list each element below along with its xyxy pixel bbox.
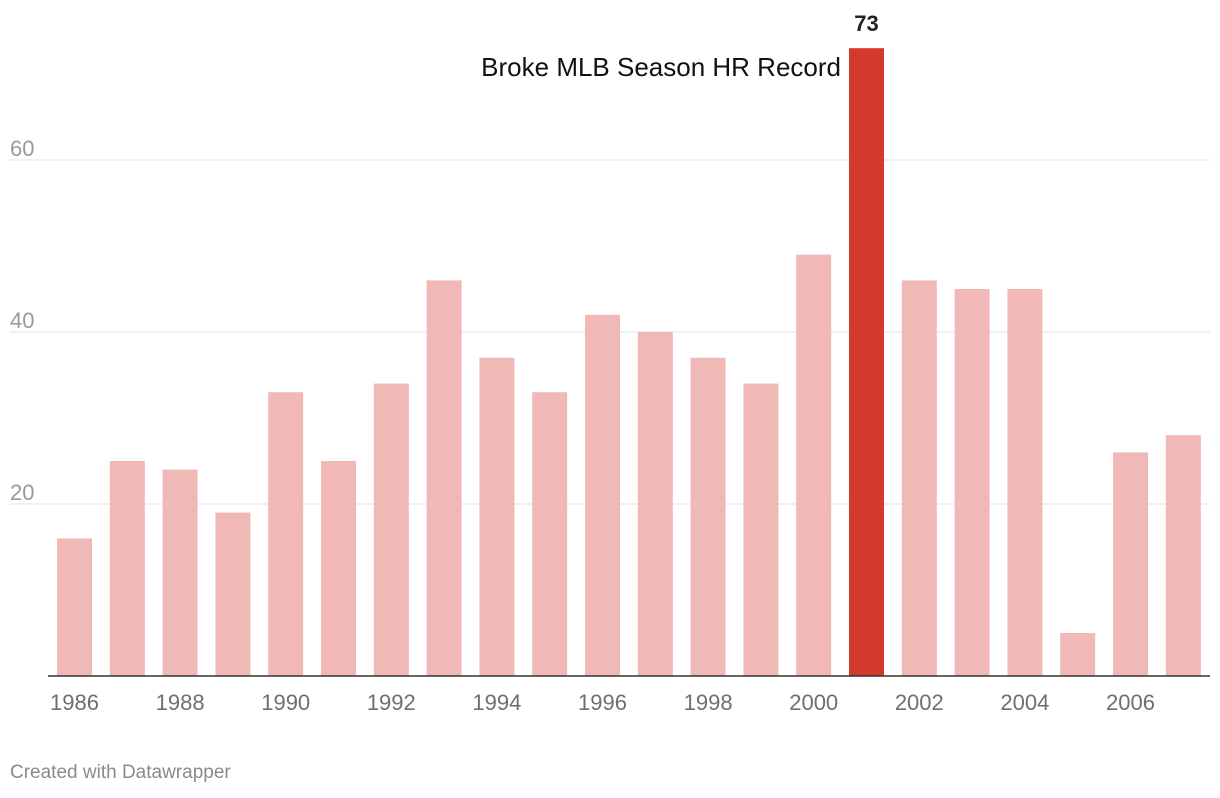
bar-1997 xyxy=(637,332,673,676)
bar-1991 xyxy=(321,461,356,676)
x-tick-label: 2006 xyxy=(1106,690,1155,715)
x-tick-label: 1996 xyxy=(578,690,627,715)
y-tick-label: 40 xyxy=(10,308,34,333)
bar-2001 xyxy=(849,48,884,676)
bar-1989 xyxy=(215,512,251,676)
x-tick-label: 1988 xyxy=(156,690,205,715)
x-tick-label: 2002 xyxy=(895,690,944,715)
bar-1990 xyxy=(268,392,304,676)
bars xyxy=(57,48,1201,676)
bar-1998 xyxy=(690,357,726,676)
bar-1988 xyxy=(162,469,198,676)
bar-2003 xyxy=(954,289,990,676)
x-tick-label: 2000 xyxy=(789,690,838,715)
x-tick-label: 1994 xyxy=(472,690,521,715)
bar-2000 xyxy=(796,254,832,676)
x-tick-label: 1990 xyxy=(261,690,310,715)
bar-1993 xyxy=(426,280,462,676)
x-tick-label: 1992 xyxy=(367,690,416,715)
bar-1987 xyxy=(109,461,145,676)
annotations: 73 Broke MLB Season HR Record xyxy=(481,11,879,82)
bar-2007 xyxy=(1165,435,1201,676)
record-annotation: Broke MLB Season HR Record xyxy=(481,52,841,82)
x-axis-ticks: 1986 1988 1990 1992 1994 1996 1998 2000 2002 2004… xyxy=(50,690,1155,715)
bar-1995 xyxy=(532,392,568,676)
bar-1994 xyxy=(479,357,515,676)
bar-2004 xyxy=(1007,289,1043,676)
bar-2002 xyxy=(901,280,937,676)
x-tick-label: 1986 xyxy=(50,690,99,715)
x-tick-label: 1998 xyxy=(684,690,733,715)
highlight-value-label: 73 xyxy=(854,11,878,36)
bar-2006 xyxy=(1113,452,1148,676)
bar-2005 xyxy=(1060,633,1096,676)
bar-1996 xyxy=(585,314,620,676)
bar-chart: 20 40 60 1986 1988 1990 1992 1994 1996 1998 2000 2… xyxy=(10,11,1210,715)
footer-credit: Created with Datawrapper xyxy=(10,762,231,783)
bar-1986 xyxy=(57,538,92,676)
bar-1992 xyxy=(373,383,409,676)
x-tick-label: 2004 xyxy=(1000,690,1049,715)
y-tick-label: 60 xyxy=(10,136,34,161)
bar-1999 xyxy=(743,383,779,676)
y-tick-label: 20 xyxy=(10,480,34,505)
